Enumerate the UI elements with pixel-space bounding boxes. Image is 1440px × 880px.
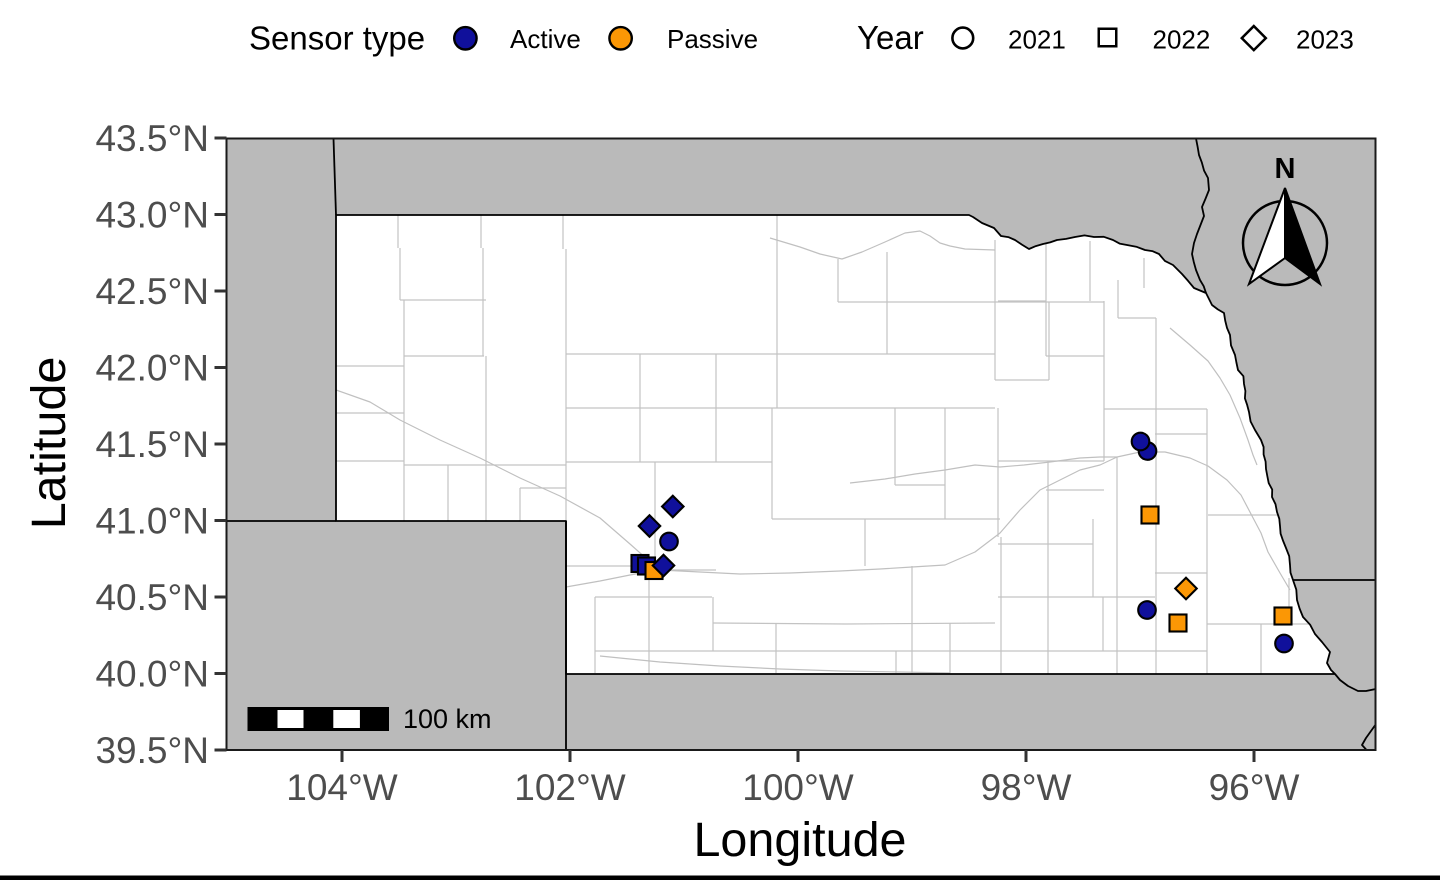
svg-text:100°W: 100°W <box>742 767 854 808</box>
svg-text:42.0°N: 42.0°N <box>95 348 209 389</box>
svg-text:2022: 2022 <box>1153 24 1211 54</box>
svg-text:43.0°N: 43.0°N <box>95 195 209 236</box>
svg-text:41.0°N: 41.0°N <box>95 501 209 542</box>
svg-text:104°W: 104°W <box>286 767 398 808</box>
svg-text:43.5°N: 43.5°N <box>95 118 209 159</box>
svg-text:Passive: Passive <box>667 24 758 54</box>
svg-text:N: N <box>1275 153 1296 185</box>
svg-text:40.5°N: 40.5°N <box>95 577 209 618</box>
svg-text:2021: 2021 <box>1008 24 1066 54</box>
svg-text:96°W: 96°W <box>1209 767 1300 808</box>
svg-text:98°W: 98°W <box>981 767 1072 808</box>
svg-text:39.5°N: 39.5°N <box>95 730 209 771</box>
svg-text:102°W: 102°W <box>514 767 626 808</box>
svg-text:2023: 2023 <box>1296 24 1354 54</box>
svg-text:Sensor type: Sensor type <box>249 20 425 57</box>
svg-text:40.0°N: 40.0°N <box>95 654 209 695</box>
svg-text:100 km: 100 km <box>403 704 492 734</box>
svg-text:42.5°N: 42.5°N <box>95 271 209 312</box>
svg-text:41.5°N: 41.5°N <box>95 424 209 465</box>
svg-text:Active: Active <box>510 24 581 54</box>
svg-text:Latitude: Latitude <box>22 357 76 530</box>
svg-text:Year: Year <box>857 19 924 56</box>
svg-text:Longitude: Longitude <box>693 813 906 867</box>
